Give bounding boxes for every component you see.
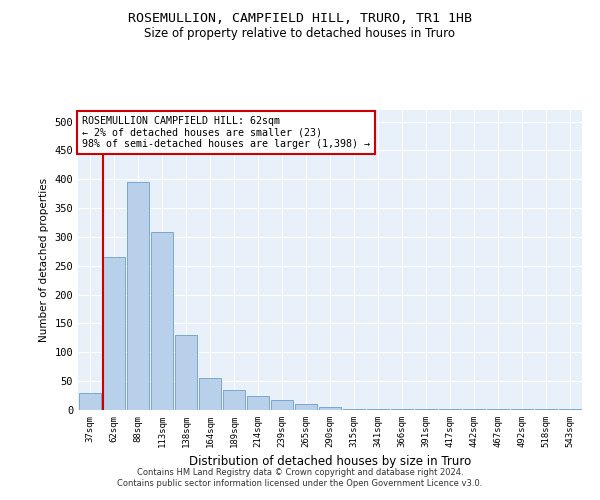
Text: Contains HM Land Registry data © Crown copyright and database right 2024.
Contai: Contains HM Land Registry data © Crown c… [118,468,482,487]
Bar [151,232,173,410]
Bar [223,390,245,410]
Bar [175,335,197,410]
Bar [247,396,269,410]
Y-axis label: Number of detached properties: Number of detached properties [39,178,49,342]
Bar [319,407,341,410]
Bar [79,392,101,410]
Text: ROSEMULLION, CAMPFIELD HILL, TRURO, TR1 1HB: ROSEMULLION, CAMPFIELD HILL, TRURO, TR1 … [128,12,472,26]
Bar [295,404,317,410]
Bar [271,400,293,410]
Bar [199,378,221,410]
Bar [127,182,149,410]
Text: ROSEMULLION CAMPFIELD HILL: 62sqm
← 2% of detached houses are smaller (23)
98% o: ROSEMULLION CAMPFIELD HILL: 62sqm ← 2% o… [82,116,370,149]
X-axis label: Distribution of detached houses by size in Truro: Distribution of detached houses by size … [189,456,471,468]
Bar [103,257,125,410]
Text: Size of property relative to detached houses in Truro: Size of property relative to detached ho… [145,28,455,40]
